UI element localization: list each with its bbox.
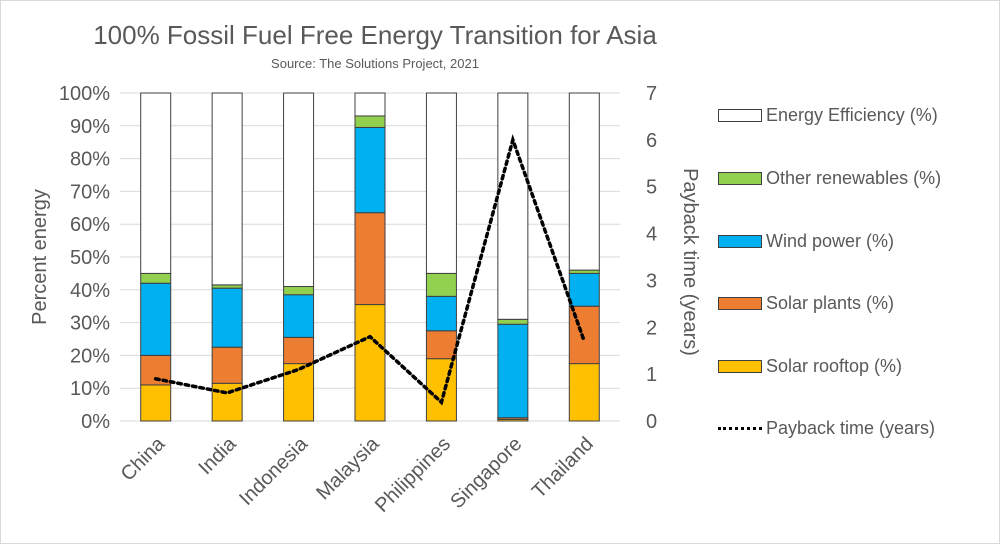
- legend-swatch-payback-time: [718, 426, 762, 430]
- x-tick-label: India: [194, 432, 241, 479]
- x-tick-label: Philippines: [371, 433, 455, 517]
- legend-item-solar-rooftop: Solar rooftop (%): [718, 354, 902, 378]
- y2-tick-label: 4: [646, 224, 657, 246]
- legend-item-other-renewables: Other renewables (%): [718, 166, 941, 190]
- y2-tick-label: 1: [646, 364, 657, 386]
- x-tick-label: Thailand: [528, 433, 598, 503]
- legend-item-energy-efficiency: Energy Efficiency (%): [718, 103, 938, 127]
- y2-tick-label: 3: [646, 270, 657, 292]
- bar-solar-rooftop-china: [140, 384, 172, 422]
- bar-wind-power-singapore: [497, 323, 529, 419]
- x-tick-label: China: [117, 432, 170, 485]
- legend-item-solar-plants: Solar plants (%): [718, 291, 894, 315]
- legend-item-payback-time: Payback time (years): [718, 416, 935, 440]
- y2-tick-label: 2: [646, 317, 657, 339]
- legend-label-energy-efficiency: Energy Efficiency (%): [766, 104, 938, 125]
- y-tick-label: 60%: [70, 214, 110, 236]
- bar-energy-efficiency-china: [140, 92, 172, 274]
- bar-energy-efficiency-malaysia: [354, 92, 386, 117]
- legend-swatch-solar-rooftop: [718, 359, 762, 373]
- chart-title: 100% Fossil Fuel Free Energy Transition …: [93, 20, 657, 50]
- y2-axis-title: Payback time (years): [679, 168, 701, 356]
- y2-tick-label: 0: [646, 411, 657, 433]
- legend-label-other-renewables: Other renewables (%): [766, 167, 942, 188]
- bar-solar-plants-malaysia: [354, 212, 386, 306]
- x-tick-label: Malaysia: [312, 432, 384, 504]
- y-tick-label: 80%: [70, 149, 110, 171]
- y2-tick-label: 5: [646, 177, 657, 199]
- bar-energy-efficiency-singapore: [497, 92, 529, 320]
- bar-energy-efficiency-india: [211, 92, 243, 286]
- y-tick-label: 50%: [70, 247, 110, 269]
- y-tick-label: 30%: [70, 313, 110, 335]
- bar-energy-efficiency-indonesia: [283, 92, 315, 288]
- y-tick-label: 0%: [81, 411, 110, 433]
- bar-other-renewables-indonesia: [283, 286, 315, 296]
- bar-solar-plants-philippines: [425, 330, 457, 360]
- y-tick-label: 70%: [70, 181, 110, 203]
- bar-wind-power-philippines: [425, 295, 457, 332]
- legend-swatch-wind-power: [718, 234, 762, 248]
- y-tick-label: 90%: [70, 116, 110, 138]
- bar-energy-efficiency-philippines: [425, 92, 457, 274]
- y-axis-title: Percent energy: [29, 189, 51, 325]
- bar-solar-plants-india: [211, 346, 243, 384]
- x-tick-label: Indonesia: [235, 432, 313, 510]
- legend-swatch-energy-efficiency: [718, 108, 762, 122]
- bar-other-renewables-singapore: [497, 318, 529, 325]
- bar-solar-plants-indonesia: [283, 336, 315, 365]
- y2-tick-label: 7: [646, 83, 657, 105]
- bar-other-renewables-philippines: [425, 272, 457, 297]
- y-tick-label: 10%: [70, 378, 110, 400]
- bar-wind-power-thailand: [568, 272, 600, 307]
- y-tick-label: 100%: [59, 83, 110, 105]
- payback-time-line: [153, 134, 587, 406]
- bar-solar-rooftop-malaysia: [354, 304, 386, 422]
- legend-swatch-solar-plants: [718, 296, 762, 310]
- y2-tick-label: 6: [646, 130, 657, 152]
- bar-wind-power-china: [140, 282, 172, 356]
- legend-label-solar-plants: Solar plants (%): [766, 292, 895, 313]
- legend-swatch-other-renewables: [718, 171, 762, 185]
- legend-label-solar-rooftop: Solar rooftop (%): [766, 355, 903, 376]
- legend-label-wind-power: Wind power (%): [766, 230, 895, 251]
- legend-item-wind-power: Wind power (%): [718, 229, 894, 253]
- bar-wind-power-malaysia: [354, 126, 386, 214]
- bar-other-renewables-china: [140, 272, 172, 284]
- bar-other-renewables-malaysia: [354, 115, 386, 128]
- y-tick-label: 20%: [70, 345, 110, 367]
- chart-subtitle: Source: The Solutions Project, 2021: [271, 56, 479, 71]
- bar-wind-power-indonesia: [283, 294, 315, 338]
- y-tick-label: 40%: [70, 280, 110, 302]
- x-tick-label: Singapore: [446, 433, 526, 513]
- bar-solar-rooftop-thailand: [568, 363, 600, 422]
- legend-label-payback-time: Payback time (years): [766, 417, 936, 438]
- bar-wind-power-india: [211, 287, 243, 348]
- bar-energy-efficiency-thailand: [568, 92, 600, 271]
